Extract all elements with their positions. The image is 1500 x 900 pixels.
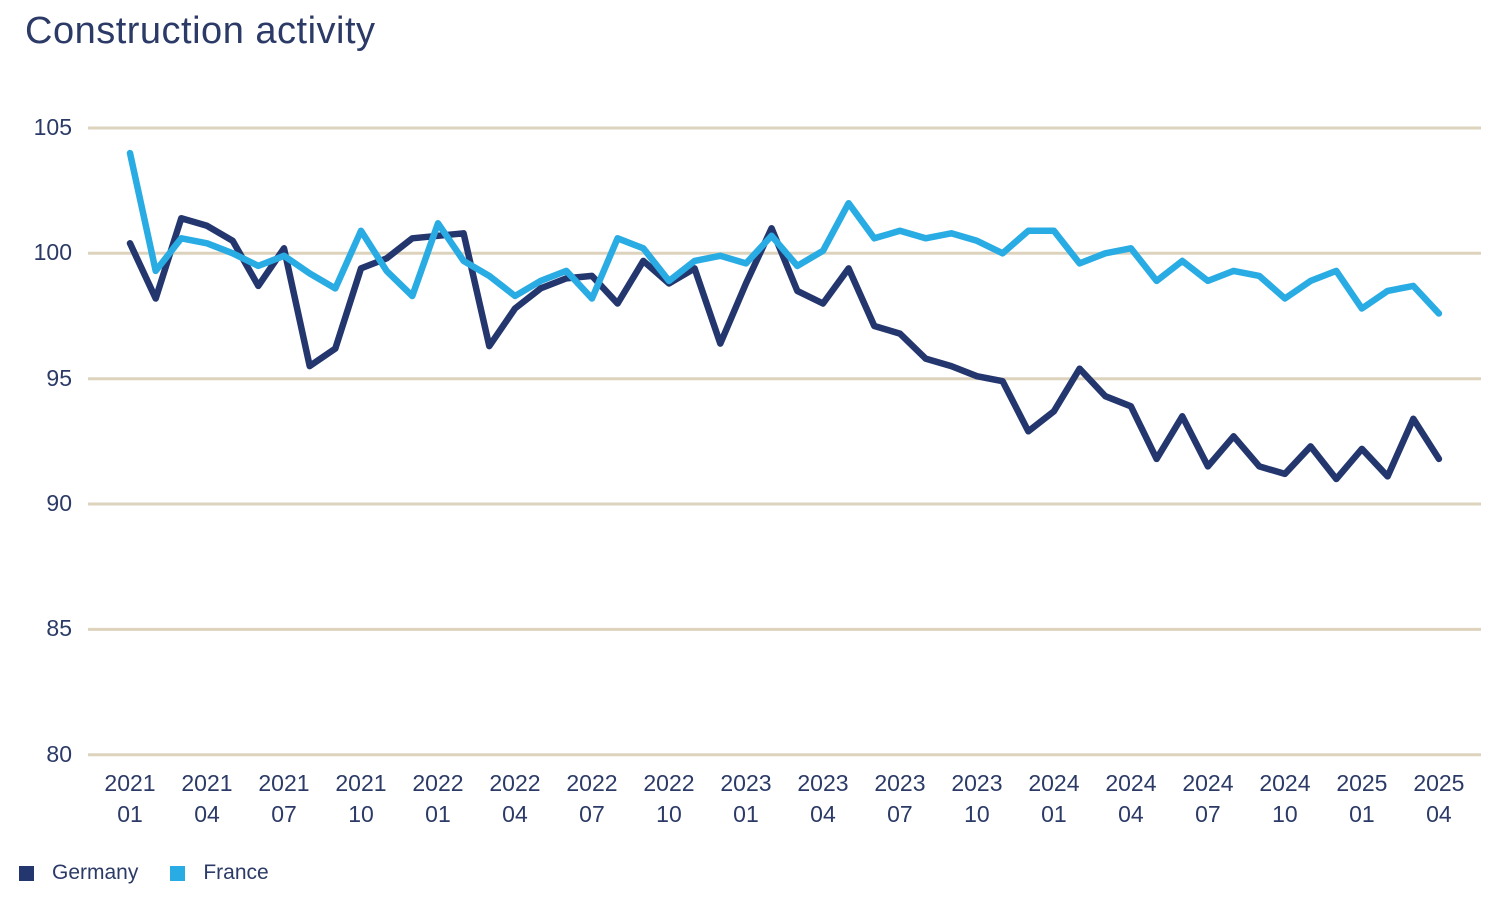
legend-swatch-icon [19,865,34,881]
x-tick-label: 2023 04 [777,768,869,830]
x-tick-label: 2022 04 [469,768,561,830]
x-tick-month: 04 [194,801,220,827]
x-tick-label: 2024 01 [1008,768,1100,830]
x-tick-label: 2023 01 [700,768,792,830]
x-tick-year: 2023 [874,770,926,796]
x-tick-label: 2022 01 [392,768,484,830]
x-tick-month: 04 [502,801,528,827]
x-tick-year: 2022 [489,770,541,796]
x-tick-month: 01 [1041,801,1067,827]
x-tick-label: 2021 01 [84,768,176,830]
x-tick-label: 2023 10 [931,768,1023,830]
x-tick-year: 2022 [566,770,618,796]
y-tick-label: 80 [46,740,72,767]
x-tick-year: 2024 [1028,770,1080,796]
x-tick-year: 2024 [1105,770,1157,796]
x-tick-label: 2021 10 [315,768,407,830]
legend: Germany France [19,861,301,885]
x-tick-month: 01 [1349,801,1375,827]
x-tick-year: 2022 [643,770,695,796]
x-tick-month: 01 [117,801,143,827]
legend-label: France [203,861,269,884]
x-tick-year: 2023 [720,770,772,796]
x-tick-month: 10 [1272,801,1298,827]
x-tick-month: 10 [656,801,682,827]
x-tick-label: 2025 04 [1393,768,1485,830]
x-tick-year: 2024 [1259,770,1311,796]
y-tick-label: 100 [33,239,72,266]
x-tick-year: 2022 [412,770,464,796]
x-tick-label: 2024 10 [1239,768,1331,830]
legend-label: Germany [52,861,139,884]
x-tick-month: 04 [1118,801,1144,827]
x-tick-year: 2021 [181,770,233,796]
x-tick-year: 2021 [335,770,387,796]
x-tick-year: 2021 [258,770,310,796]
x-tick-year: 2023 [951,770,1003,796]
x-tick-month: 07 [1195,801,1221,827]
x-tick-month: 07 [579,801,605,827]
legend-swatch-icon [170,865,186,881]
x-tick-label: 2021 04 [161,768,253,830]
x-tick-month: 07 [271,801,297,827]
x-tick-month: 01 [425,801,451,827]
france-line [126,149,1443,317]
x-tick-year: 2025 [1413,770,1465,796]
x-tick-month: 07 [887,801,913,827]
y-tick-label: 105 [33,113,72,140]
x-tick-label: 2023 07 [854,768,946,830]
x-tick-label: 2021 07 [238,768,330,830]
y-tick-label: 95 [46,364,72,391]
x-tick-month: 10 [964,801,990,827]
y-tick-label: 90 [46,489,72,516]
x-tick-label: 2025 01 [1316,768,1408,830]
legend-item-france: France [170,861,269,885]
x-tick-label: 2024 07 [1162,768,1254,830]
x-tick-year: 2025 [1336,770,1388,796]
x-tick-month: 04 [1426,801,1452,827]
x-tick-year: 2023 [797,770,849,796]
legend-item-germany: Germany [19,861,138,885]
page-title: Construction activity [25,10,376,52]
y-tick-label: 85 [46,615,72,642]
x-tick-month: 10 [348,801,374,827]
x-tick-label: 2024 04 [1085,768,1177,830]
x-tick-month: 04 [810,801,836,827]
x-tick-month: 01 [733,801,759,827]
x-tick-label: 2022 10 [623,768,715,830]
x-tick-label: 2022 07 [546,768,638,830]
x-tick-year: 2021 [104,770,156,796]
x-tick-year: 2024 [1182,770,1234,796]
germany-line [126,214,1443,483]
